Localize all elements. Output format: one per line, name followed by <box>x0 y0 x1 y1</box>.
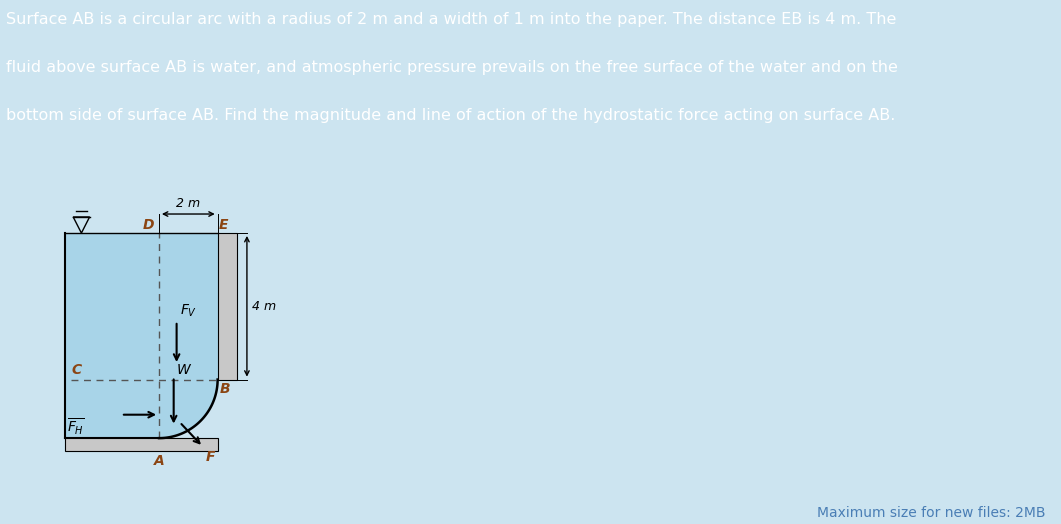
Text: C: C <box>71 363 82 377</box>
Text: $F_V$: $F_V$ <box>180 303 197 320</box>
Text: 4 m: 4 m <box>253 300 276 313</box>
Polygon shape <box>66 233 159 438</box>
Polygon shape <box>159 233 218 379</box>
Text: 2 m: 2 m <box>176 196 201 210</box>
Text: E: E <box>219 217 228 232</box>
Polygon shape <box>218 233 237 379</box>
Text: $\overline{F_H}$: $\overline{F_H}$ <box>67 416 85 437</box>
Text: F: F <box>206 450 214 464</box>
Text: $W$: $W$ <box>176 363 192 377</box>
Polygon shape <box>159 379 218 438</box>
Text: A: A <box>154 454 164 468</box>
Text: B: B <box>220 383 230 397</box>
Text: D: D <box>143 217 155 232</box>
Text: Maximum size for new files: 2MB: Maximum size for new files: 2MB <box>817 506 1045 520</box>
Text: Surface AB is a circular arc with a radius of 2 m and a width of 1 m into the pa: Surface AB is a circular arc with a radi… <box>6 12 897 27</box>
Text: bottom side of surface AB. Find the magnitude and line of action of the hydrosta: bottom side of surface AB. Find the magn… <box>6 107 895 123</box>
Polygon shape <box>66 438 218 451</box>
Text: fluid above surface AB is water, and atmospheric pressure prevails on the free s: fluid above surface AB is water, and atm… <box>6 60 899 75</box>
